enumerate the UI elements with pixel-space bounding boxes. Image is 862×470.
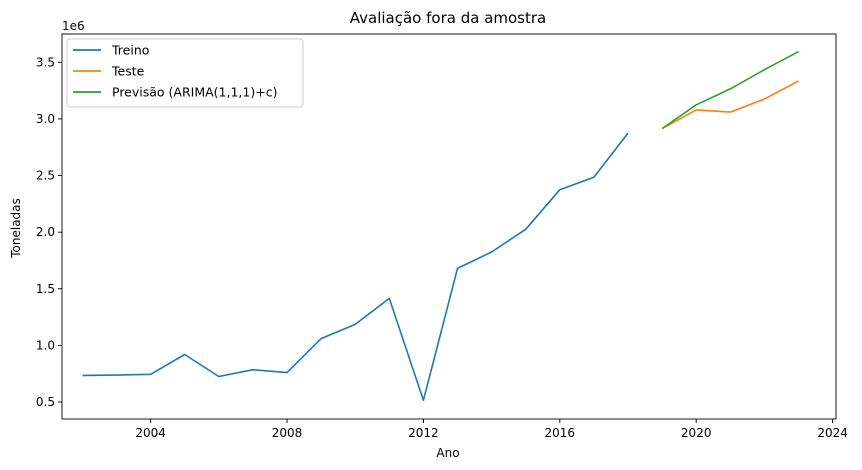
y-tick-label: 3.0 (36, 112, 55, 126)
y-tick-label: 0.5 (36, 395, 55, 409)
x-tick-label: 2024 (817, 426, 848, 440)
x-axis-label: Ano (436, 446, 459, 460)
legend-label-0: Treino (111, 43, 149, 58)
plot-area: 2004 2008 2012 2016 2020 2024 0.5 1.0 1.5 2.0 2.5 3… (36, 33, 848, 440)
x-tick-label: 2016 (545, 426, 576, 440)
legend: Treino Teste Previsão (ARIMA(1,1,1)+c) (66, 38, 304, 108)
axes-frame (61, 33, 837, 420)
x-tick-label: 2008 (272, 426, 303, 440)
y-offset-label: 1e6 (62, 19, 85, 33)
y-tick-label: 1.0 (36, 338, 55, 352)
x-tick-label: 2020 (681, 426, 712, 440)
y-tick-label: 3.5 (36, 55, 55, 69)
series-line-0 (82, 132, 629, 402)
x-tick-label: 2004 (135, 426, 166, 440)
series-line-1 (661, 80, 799, 130)
x-tick-label: 2012 (408, 426, 439, 440)
legend-label-2: Previsão (ARIMA(1,1,1)+c) (112, 85, 277, 100)
legend-label-1: Teste (111, 64, 145, 79)
y-axis-label: Toneladas (9, 198, 23, 259)
y-tick-label: 2.0 (36, 225, 55, 239)
y-tick-label: 1.5 (36, 282, 55, 296)
series-line-2 (661, 50, 799, 130)
legend-box (66, 38, 304, 108)
chart-title: Avaliação fora da amostra (350, 9, 546, 27)
y-tick-label: 2.5 (36, 169, 55, 183)
